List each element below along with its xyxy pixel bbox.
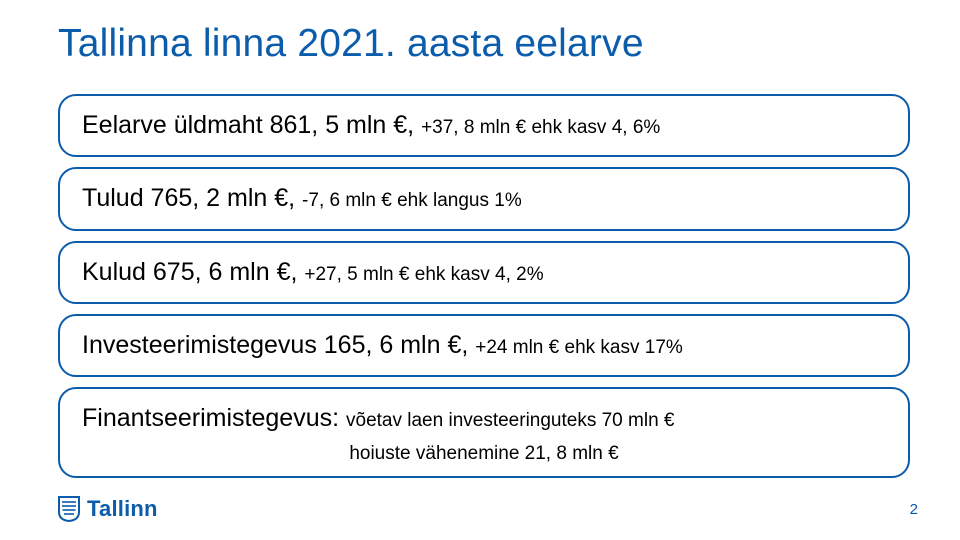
card-income: Tulud 765, 2 mln €, -7, 6 mln € ehk lang…	[58, 167, 910, 230]
tallinn-crest-icon	[58, 496, 80, 522]
card-main-text: Kulud 675, 6 mln €,	[82, 258, 304, 286]
card-list: Eelarve üldmaht 861, 5 mln €, +37, 8 mln…	[58, 94, 910, 478]
card-sub-text: +27, 5 mln € ehk kasv 4, 2%	[304, 264, 543, 285]
tallinn-logo: Tallinn	[58, 496, 158, 522]
card-main-text: Finantseerimistegevus:	[82, 404, 346, 432]
card-expenses: Kulud 675, 6 mln €, +27, 5 mln € ehk kas…	[58, 241, 910, 304]
card-sub-text: võetav laen investeeringuteks 70 mln €	[346, 410, 674, 431]
card-budget-total: Eelarve üldmaht 861, 5 mln €, +37, 8 mln…	[58, 94, 910, 157]
card-main-text: Tulud 765, 2 mln €,	[82, 184, 302, 212]
card-investment: Investeerimistegevus 165, 6 mln €, +24 m…	[58, 314, 910, 377]
card-sub-text: +24 mln € ehk kasv 17%	[475, 337, 683, 358]
slide: Tallinna linna 2021. aasta eelarve Eelar…	[0, 0, 960, 540]
card-financing: Finantseerimistegevus: võetav laen inves…	[58, 387, 910, 478]
card-extra-text: hoiuste vähenemine 21, 8 mln €	[82, 442, 886, 466]
card-main-text: Eelarve üldmaht 861, 5 mln €,	[82, 111, 421, 139]
page-title: Tallinna linna 2021. aasta eelarve	[58, 22, 910, 66]
card-sub-text: -7, 6 mln € ehk langus 1%	[302, 190, 522, 211]
logo-text: Tallinn	[87, 496, 158, 522]
card-sub-text: +37, 8 mln € ehk kasv 4, 6%	[421, 117, 660, 138]
card-main-text: Investeerimistegevus 165, 6 mln €,	[82, 331, 475, 359]
page-number: 2	[910, 501, 918, 518]
footer: Tallinn 2	[58, 496, 918, 522]
